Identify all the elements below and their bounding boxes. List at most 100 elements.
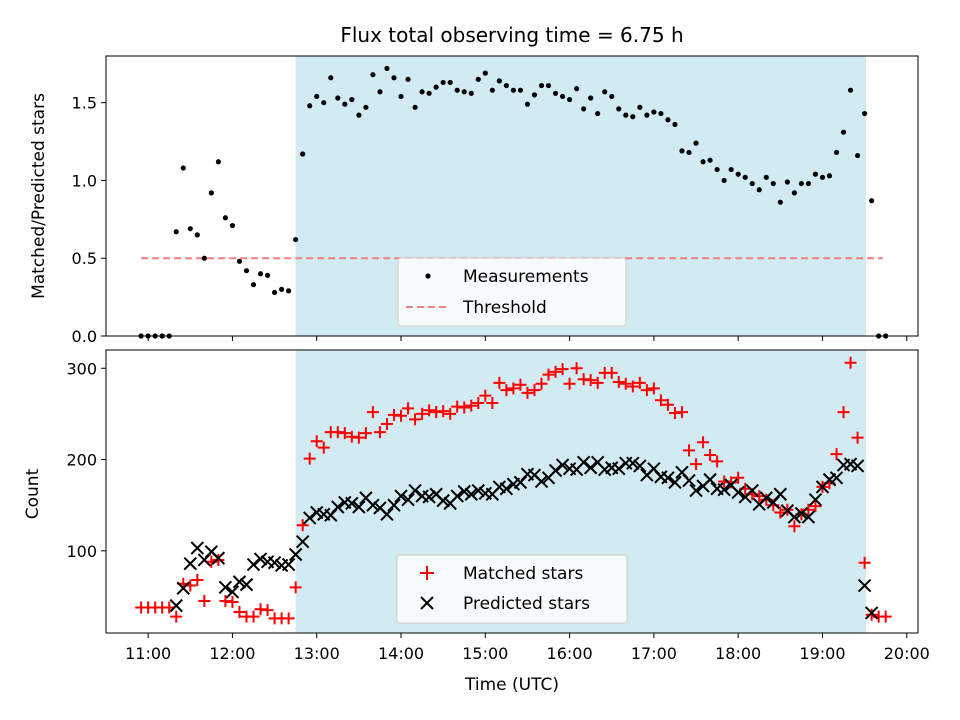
matched-star-point	[704, 448, 717, 461]
predicted-star-point	[380, 507, 394, 522]
predicted-star-point	[682, 473, 696, 488]
matched-star-point	[444, 407, 457, 420]
predicted-star-point	[246, 557, 261, 572]
predicted-star-point	[331, 500, 345, 514]
measurement-point	[286, 288, 292, 294]
matched-star-point	[402, 402, 415, 415]
measurement-point	[307, 103, 313, 109]
matched-star-point	[458, 401, 471, 414]
measurement-point	[700, 159, 706, 165]
measurement-point	[510, 87, 517, 93]
measurement-point	[363, 104, 369, 110]
predicted-star-point	[387, 498, 401, 512]
measurement-point	[728, 166, 734, 173]
bottom-y-axis-label: Count	[23, 468, 43, 519]
predicted-star-point	[232, 575, 247, 589]
measurement-point	[595, 110, 601, 117]
threshold-legend-label: Threshold	[462, 298, 547, 318]
matched-star-point	[605, 366, 618, 379]
matched-star-point	[317, 441, 330, 454]
measurement-point	[531, 92, 538, 98]
predicted-star-point	[689, 483, 703, 498]
matched-star-point	[338, 427, 351, 440]
predicted-star-point	[288, 547, 303, 562]
measurement-point	[384, 65, 390, 72]
predicted-star-point	[703, 472, 717, 487]
bottom-x-tick-label: 12:00	[209, 644, 255, 663]
predicted-star-point	[422, 490, 436, 504]
measurement-point	[854, 152, 861, 159]
measurement-point	[503, 82, 509, 89]
measurements-legend-label: Measurements	[463, 267, 589, 287]
matched-star-point	[423, 404, 436, 417]
predicted-stars-series	[169, 455, 879, 620]
matched-star-point	[697, 436, 710, 449]
predicted-star-point	[612, 461, 626, 476]
measurement-point	[862, 110, 868, 117]
matched-star-point	[535, 377, 548, 390]
measurement-point	[552, 90, 559, 96]
measurement-point	[616, 106, 622, 112]
measurement-point	[264, 272, 271, 278]
bottom-x-tick-label: 20:00	[884, 644, 930, 663]
measurement-point	[517, 87, 524, 93]
measurement-point	[187, 226, 193, 232]
predicted-star-point	[450, 489, 464, 503]
matched-star-point	[191, 574, 204, 587]
bottom-legend: Matched stars Predicted stars	[396, 554, 628, 624]
bottom-x-tick-label: 15:00	[462, 644, 508, 663]
predicted-star-point	[366, 498, 380, 512]
predicted-star-point	[176, 581, 190, 595]
matched-star-point	[472, 396, 485, 409]
measurement-point	[791, 190, 797, 196]
predicted-star-point	[731, 485, 745, 500]
matched-star-point	[395, 409, 408, 422]
measurement-point	[840, 129, 847, 135]
measurement-point	[321, 100, 327, 106]
predicted-star-point	[408, 483, 422, 498]
matched-star-point	[549, 365, 562, 378]
measurement-point	[686, 149, 692, 156]
measurement-point	[644, 112, 650, 118]
bottom-x-axis-label: Time (UTC)	[464, 675, 559, 695]
predicted-star-point	[345, 496, 359, 511]
predicted-star-point	[633, 459, 647, 473]
measurement-point	[630, 114, 636, 120]
measurement-point	[243, 268, 250, 274]
matched-star-point	[212, 553, 225, 566]
matched-star-point	[626, 380, 639, 393]
measurements-series	[138, 65, 889, 339]
measurement-point	[173, 229, 179, 235]
matched-star-point	[514, 378, 527, 391]
bottom-x-tick-label: 17:00	[631, 644, 677, 663]
predicted-star-point	[717, 482, 731, 497]
measurement-point	[819, 174, 826, 180]
predicted-star-point	[190, 541, 205, 555]
matched-star-point	[542, 368, 555, 381]
matched-star-point	[303, 452, 316, 465]
matched-star-point	[865, 608, 878, 621]
measurement-point	[447, 79, 453, 86]
matched-star-point	[591, 376, 604, 389]
matched-legend-marker	[420, 566, 434, 580]
bottom-legend-box	[396, 554, 628, 624]
measurement-point	[215, 159, 221, 165]
bottom-x-tick-label: 11:00	[125, 644, 171, 663]
top-legend-box	[397, 257, 627, 327]
measurement-point	[342, 101, 348, 107]
bottom-y-tick-label: 200	[66, 451, 97, 470]
matched-star-point	[409, 413, 422, 426]
matched-star-point	[479, 389, 492, 402]
measurement-point	[721, 177, 727, 184]
matched-star-point	[879, 610, 892, 623]
measurement-point	[763, 174, 769, 180]
measurement-point	[356, 112, 362, 118]
matched-star-point	[226, 595, 239, 608]
predicted-star-point	[857, 578, 872, 593]
measurement-point	[194, 232, 200, 238]
measurement-point	[602, 89, 608, 95]
measurement-point	[257, 271, 264, 277]
measurement-point	[693, 140, 699, 146]
measurement-point	[391, 75, 397, 81]
predicted-star-point	[745, 483, 759, 498]
